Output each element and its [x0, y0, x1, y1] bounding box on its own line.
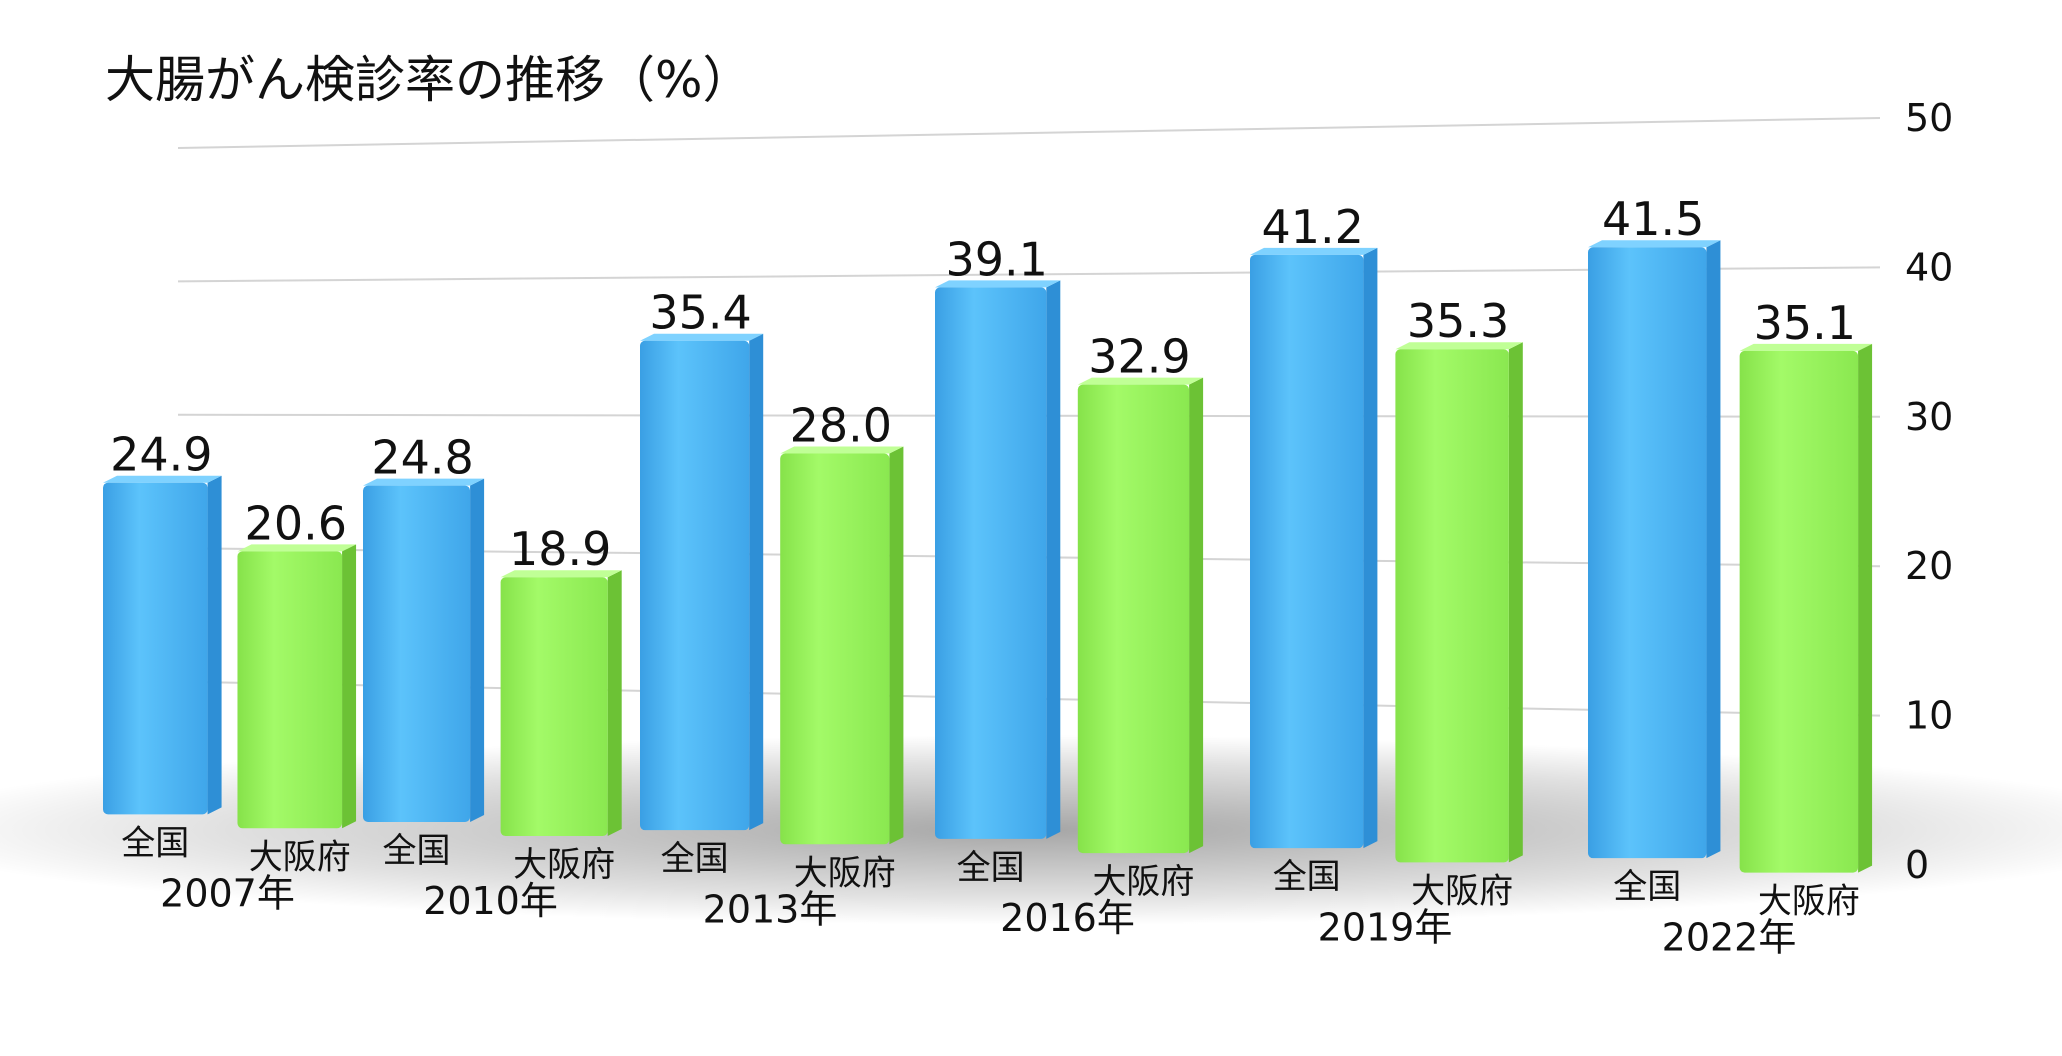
value-label: 32.9: [1088, 330, 1190, 384]
bar: [780, 453, 890, 845]
bar-side: [1706, 240, 1721, 859]
value-label: 35.3: [1407, 294, 1509, 348]
bar: [640, 340, 750, 831]
value-label: 24.9: [110, 428, 212, 482]
category-label: 2022年: [1662, 916, 1797, 960]
bar-side: [749, 333, 764, 831]
y-axis: 0 10 20 30 40 50: [1905, 96, 1953, 887]
bar-side: [207, 475, 222, 815]
value-label: 41.5: [1602, 192, 1704, 246]
bar-side: [1046, 280, 1061, 839]
series-label: 大阪府: [1092, 862, 1194, 902]
series-label: 全国: [383, 831, 451, 871]
value-label: 20.6: [245, 496, 347, 550]
series-label: 大阪府: [794, 853, 896, 893]
bar-side: [1363, 247, 1378, 849]
gridline: [177, 117, 1881, 149]
bar-side: [1858, 343, 1873, 873]
bar-side: [470, 478, 485, 823]
bar-top: [1077, 377, 1204, 385]
bar: [935, 287, 1047, 839]
bar: [1395, 349, 1509, 863]
value-label: 28.0: [790, 398, 892, 452]
bar-top: [103, 475, 222, 483]
bar-side: [889, 446, 904, 845]
series-label: 全国: [121, 823, 189, 863]
value-label: 35.4: [649, 286, 751, 340]
bar-side: [1189, 377, 1204, 854]
y-tick-label: 20: [1905, 544, 1953, 588]
bar: [1739, 350, 1859, 873]
bars: [103, 240, 1873, 873]
series-label: 全国: [1273, 857, 1341, 897]
bar-side: [607, 570, 622, 837]
series-label: 全国: [957, 848, 1025, 888]
bar: [500, 577, 608, 837]
y-tick-label: 0: [1905, 843, 1929, 887]
y-tick-label: 40: [1905, 245, 1953, 289]
y-tick-label: 10: [1905, 694, 1953, 738]
category-label: 2007年: [160, 871, 295, 915]
bar-top: [363, 478, 485, 486]
bar: [1250, 254, 1364, 849]
value-label: 39.1: [945, 232, 1047, 286]
bar: [237, 551, 343, 829]
bar: [1588, 247, 1707, 859]
value-label: 35.1: [1754, 296, 1856, 350]
value-label: 18.9: [509, 522, 611, 576]
series-label: 全国: [1613, 867, 1681, 907]
bar-top: [1395, 342, 1523, 350]
bar-side: [1508, 342, 1523, 863]
category-label: 2010年: [423, 879, 558, 923]
bar-top: [237, 544, 357, 552]
y-tick-label: 30: [1905, 395, 1953, 439]
bar-top: [1588, 240, 1721, 248]
y-tick-label: 50: [1905, 96, 1953, 140]
labels: 24.9全国20.6大阪府2007年24.8全国18.9大阪府2010年35.4…: [110, 192, 1860, 959]
category-label: 2019年: [1318, 905, 1453, 949]
series-label: 大阪府: [1758, 882, 1860, 922]
value-label: 24.8: [371, 431, 473, 485]
series-label: 大阪府: [249, 837, 351, 877]
bar-side: [342, 544, 357, 829]
series-label: 大阪府: [513, 845, 615, 885]
bar-top: [935, 280, 1061, 288]
bar-top: [1739, 343, 1873, 351]
bar-top: [780, 446, 904, 454]
value-label: 41.2: [1261, 200, 1363, 254]
category-label: 2013年: [703, 887, 838, 931]
bar-top: [1250, 247, 1378, 255]
bar: [1077, 384, 1190, 854]
bar: [103, 482, 208, 815]
bar-top: [500, 570, 622, 578]
category-label: 2016年: [1000, 896, 1135, 940]
bar-top: [640, 333, 764, 341]
series-label: 大阪府: [1411, 871, 1513, 911]
series-label: 全国: [661, 839, 729, 879]
bar: [363, 485, 471, 823]
chart-title: 大腸がん検診率の推移（%）: [105, 51, 753, 109]
